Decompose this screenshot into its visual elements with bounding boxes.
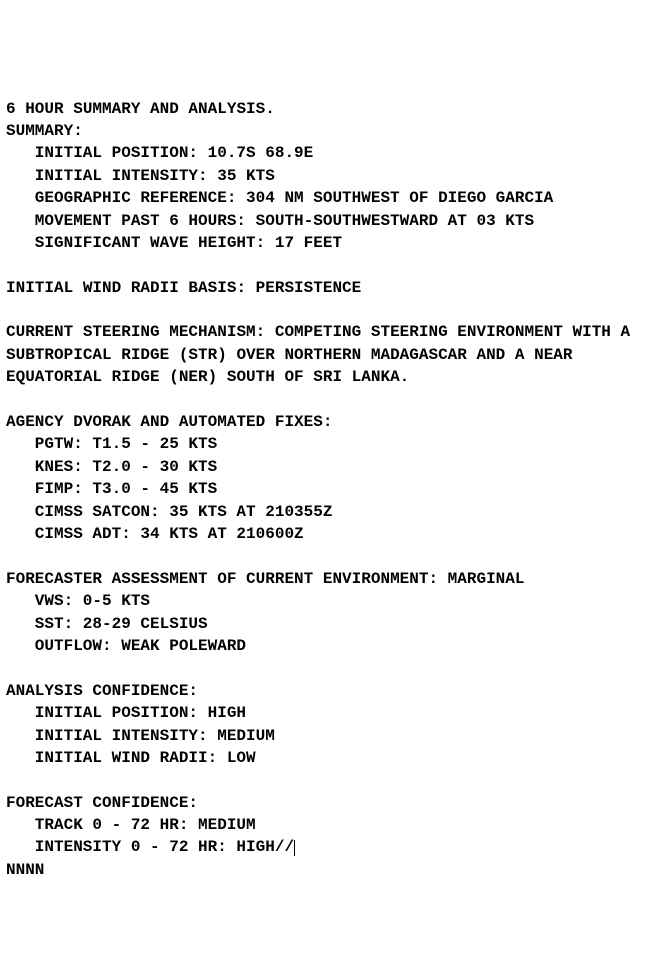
dvorak-cimss-adt: CIMSS ADT: 34 KTS AT 210600Z	[6, 523, 656, 545]
summary-georef: GEOGRAPHIC REFERENCE: 304 NM SOUTHWEST O…	[6, 187, 656, 209]
steering-mechanism: CURRENT STEERING MECHANISM: COMPETING ST…	[6, 323, 630, 386]
conf-intensity: INITIAL INTENSITY: MEDIUM	[6, 725, 656, 747]
analysis-confidence-heading: ANALYSIS CONFIDENCE:	[6, 682, 198, 700]
dvorak-pgtw: PGTW: T1.5 - 25 KTS	[6, 433, 656, 455]
summary-heading: SUMMARY:	[6, 122, 83, 140]
conf-wind-radii: INITIAL WIND RADII: LOW	[6, 747, 656, 769]
summary-wave: SIGNIFICANT WAVE HEIGHT: 17 FEET	[6, 232, 656, 254]
environment-heading: FORECASTER ASSESSMENT OF CURRENT ENVIRON…	[6, 570, 524, 588]
text-cursor	[294, 840, 295, 856]
forecast-confidence-heading: FORECAST CONFIDENCE:	[6, 794, 198, 812]
env-sst: SST: 28-29 CELSIUS	[6, 613, 656, 635]
terminator: NNNN	[6, 861, 44, 879]
fc-track: TRACK 0 - 72 HR: MEDIUM	[6, 814, 656, 836]
dvorak-knes: KNES: T2.0 - 30 KTS	[6, 456, 656, 478]
dvorak-heading: AGENCY DVORAK AND AUTOMATED FIXES:	[6, 413, 332, 431]
fc-intensity: INTENSITY 0 - 72 HR: HIGH//	[6, 836, 656, 858]
summary-position: INITIAL POSITION: 10.7S 68.9E	[6, 142, 656, 164]
wind-radii-basis: INITIAL WIND RADII BASIS: PERSISTENCE	[6, 279, 361, 297]
summary-movement: MOVEMENT PAST 6 HOURS: SOUTH-SOUTHWESTWA…	[6, 210, 656, 232]
summary-intensity: INITIAL INTENSITY: 35 KTS	[6, 165, 656, 187]
dvorak-cimss-satcon: CIMSS SATCON: 35 KTS AT 210355Z	[6, 501, 656, 523]
conf-position: INITIAL POSITION: HIGH	[6, 702, 656, 724]
dvorak-fimp: FIMP: T3.0 - 45 KTS	[6, 478, 656, 500]
env-outflow: OUTFLOW: WEAK POLEWARD	[6, 635, 656, 657]
title: 6 HOUR SUMMARY AND ANALYSIS.	[6, 100, 275, 118]
env-vws: VWS: 0-5 KTS	[6, 590, 656, 612]
